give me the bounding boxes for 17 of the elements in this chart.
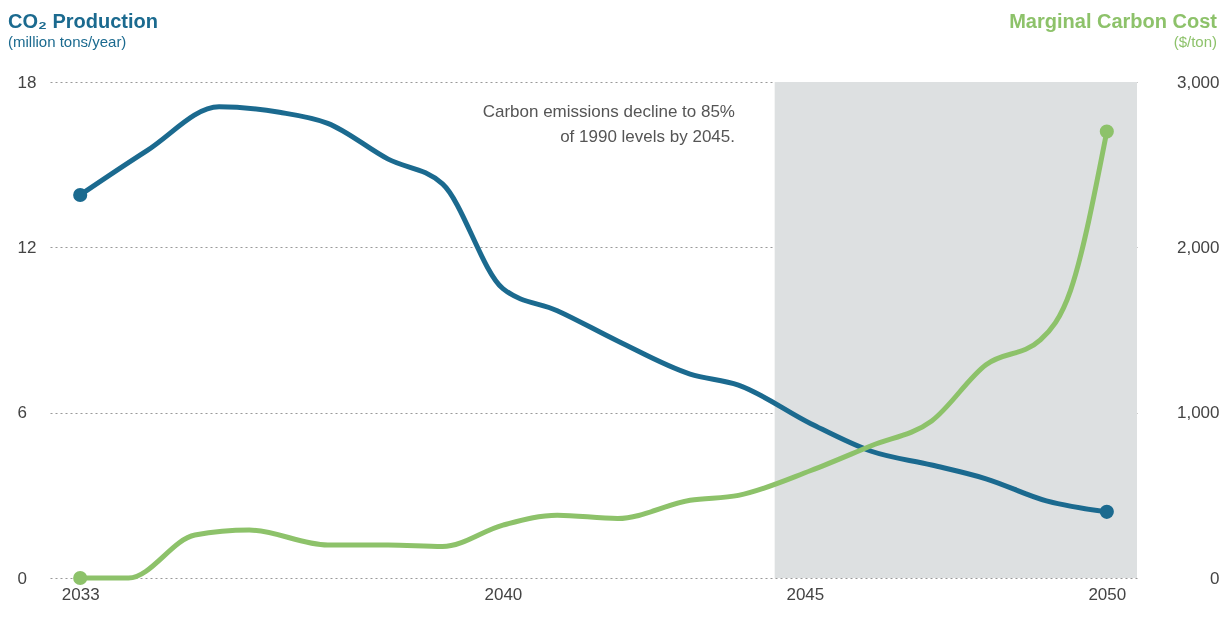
x-tick-label: 2050	[1088, 584, 1127, 604]
y-tick-label: 12	[17, 237, 37, 257]
y2-tick-label: 1,000	[1176, 403, 1220, 423]
text: ($/ton)	[1172, 33, 1217, 51]
y-tick-label: 6	[17, 403, 27, 423]
y-axis-title: CO₂ Production	[8, 10, 158, 33]
x-tick-label: 2040	[484, 584, 523, 604]
y-tick-label: 0	[17, 568, 27, 588]
y-tick-label: 18	[17, 72, 37, 92]
x-tick-label: 2045	[786, 584, 825, 604]
y2-axis-title: Marginal Carbon Cost	[1009, 10, 1217, 33]
y2-tick-label: 2,000	[1176, 237, 1220, 257]
y2-tick-label: 0	[1210, 568, 1220, 588]
annotation: Carbon emissions decline to 85% of 1990 levels by 2045.	[482, 102, 735, 146]
x-tick-label: 2033	[61, 584, 100, 604]
y2-tick-label: 3,000	[1176, 72, 1220, 92]
text: (million tons/year)	[8, 33, 128, 51]
